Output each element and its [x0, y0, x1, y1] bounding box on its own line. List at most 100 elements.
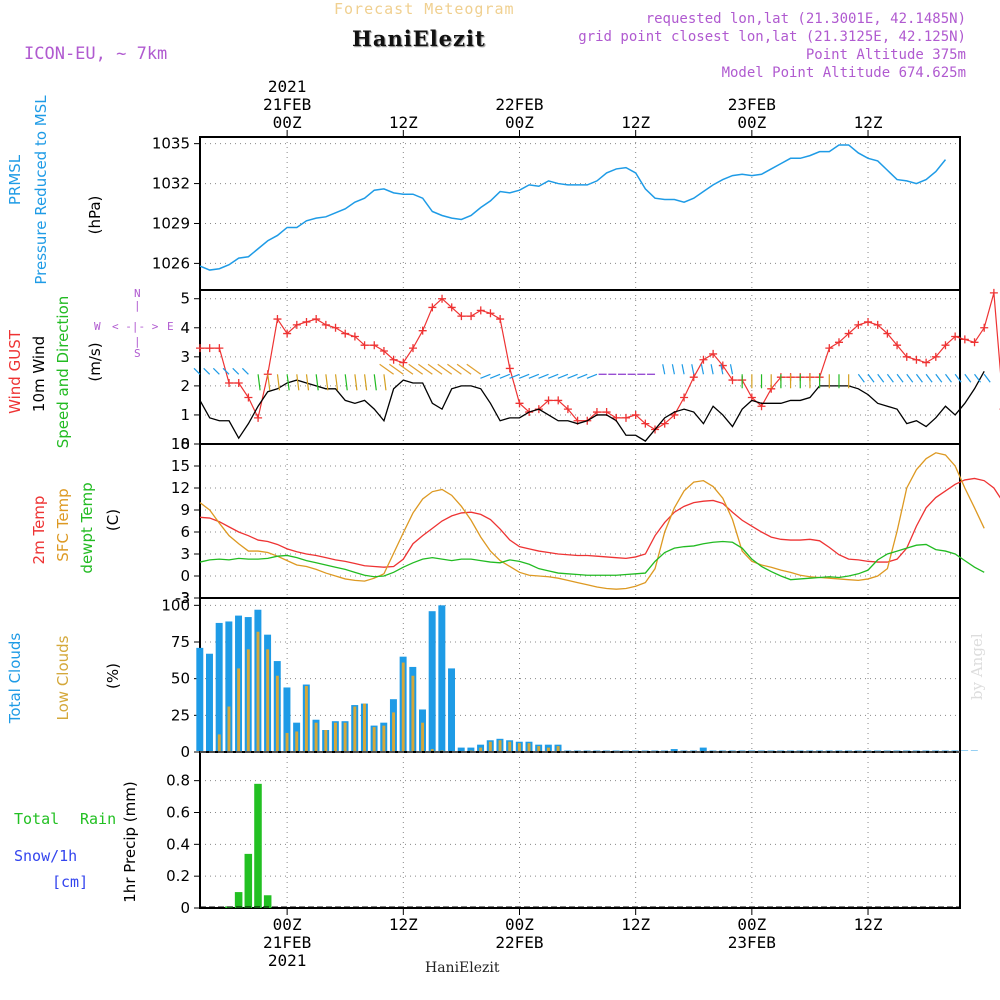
- wind-direction-arrow: [681, 364, 685, 375]
- wind-direction-arrow: [577, 373, 588, 379]
- total-rain-legend-word1: Total: [14, 810, 59, 828]
- wind-direction-arrow: [276, 374, 281, 391]
- gust-marker: [505, 364, 514, 373]
- snow-unit-legend: [cm]: [52, 873, 88, 891]
- gust-marker: [379, 347, 388, 356]
- y-tick-label: 1026: [152, 254, 190, 272]
- wind-direction-arrow: [408, 363, 424, 375]
- date-label-top: 23FEB: [728, 95, 776, 114]
- gust-marker: [554, 396, 563, 405]
- gust-marker: [680, 393, 689, 402]
- wind-direction-arrow: [203, 367, 211, 375]
- time-label-bottom: 12Z: [389, 915, 418, 934]
- time-label-top: 12Z: [389, 113, 418, 132]
- low-cloud-bar: [498, 740, 502, 751]
- wind-direction-arrow: [257, 374, 261, 391]
- gust-marker: [563, 405, 572, 414]
- wind-direction-arrow: [857, 373, 865, 383]
- y-tick-label: 100: [161, 596, 190, 614]
- gust-marker: [370, 341, 379, 350]
- gust-marker: [689, 373, 698, 382]
- wind-direction-arrow: [480, 373, 491, 379]
- wind-direction-arrow: [354, 374, 358, 391]
- wind-ylabel: (m/s): [86, 342, 104, 381]
- wind-direction-arrow: [662, 364, 666, 375]
- wind-direction-arrow: [456, 363, 472, 375]
- panel-frame: [199, 751, 961, 909]
- y-tick-label: -3: [175, 589, 190, 607]
- date-label-bottom: 22FEB: [495, 933, 543, 952]
- y-tick-label: 0: [180, 899, 190, 917]
- low-cloud-bar: [556, 746, 560, 751]
- total-cloud-bar: [215, 622, 223, 751]
- time-label-bottom: 12Z: [621, 915, 650, 934]
- low-cloud-bar: [372, 727, 376, 751]
- gust-marker: [709, 349, 718, 358]
- gust-marker: [486, 309, 495, 318]
- station-title: HaniElezit: [352, 26, 486, 51]
- gust-marker: [215, 344, 224, 353]
- year-label-top: 2021: [268, 77, 307, 96]
- pressure-line: [199, 144, 947, 271]
- gust-marker: [196, 344, 204, 353]
- gust-marker: [273, 315, 282, 324]
- wind-direction-arrow: [383, 374, 387, 391]
- y-tick-label: 3: [180, 348, 190, 366]
- wind-direction-arrow: [447, 363, 462, 375]
- gust-marker: [254, 413, 263, 422]
- total-cloud-bar: [428, 611, 436, 751]
- snow-legend: Snow/1h: [14, 847, 77, 865]
- compass-arrow: < -|- >: [112, 320, 159, 333]
- gust-marker: [515, 399, 524, 408]
- time-label-bottom: 00Z: [273, 915, 302, 934]
- y-tick-label: 12: [171, 479, 190, 497]
- wind-direction-arrow: [567, 373, 578, 379]
- gust-marker: [834, 338, 843, 347]
- wind-direction-arrow: [437, 363, 453, 375]
- gust-marker: [980, 323, 989, 332]
- low-cloud-bar: [527, 743, 531, 751]
- y-tick-label: 18: [171, 435, 190, 453]
- wind-direction-arrow: [379, 363, 394, 375]
- gust-marker: [922, 358, 931, 367]
- date-label-bottom: 23FEB: [728, 933, 776, 952]
- gust-marker: [660, 419, 669, 428]
- rain-bar: [263, 895, 272, 908]
- wind-direction-arrow: [267, 374, 271, 391]
- wind-direction-arrow: [373, 374, 377, 391]
- y-tick-label: 3: [180, 545, 190, 563]
- low-cloud-bar: [333, 722, 337, 751]
- gust-marker: [331, 323, 340, 332]
- total-rain-legend-word2: Rain: [80, 810, 116, 828]
- low-cloud-bar: [411, 675, 415, 751]
- pressure-legend-2: Pressure Reduced to MSL: [32, 95, 50, 285]
- wind-direction-arrow: [547, 373, 559, 379]
- panel-frame: [199, 136, 961, 291]
- gust-marker: [951, 332, 960, 341]
- wind-direction-arrow: [286, 374, 290, 391]
- wind-direction-arrow: [671, 364, 675, 375]
- gust-marker: [718, 361, 727, 370]
- total-cloud-bar: [283, 687, 291, 751]
- date-label-top: 22FEB: [495, 95, 543, 114]
- y-tick-label: 0.4: [166, 835, 190, 853]
- low-cloud-bar: [343, 722, 347, 751]
- sfc-legend: SFC Temp: [54, 488, 72, 561]
- wind-direction-arrow: [427, 363, 443, 375]
- point-altitude: Point Altitude 375m: [805, 47, 966, 63]
- gust-marker: [447, 303, 456, 312]
- gust-marker: [912, 355, 921, 364]
- low-cloud-bar: [537, 746, 541, 751]
- gust-marker: [641, 419, 650, 428]
- low-cloud-bar: [421, 722, 425, 751]
- low-cloud-bar: [266, 649, 270, 751]
- gridpoint-coords: grid point closest lon,lat (21.3125E, 42…: [578, 29, 966, 45]
- compass-vbar-bottom: |: [134, 335, 141, 348]
- wind-direction-arrow: [710, 364, 714, 375]
- gust-marker: [234, 378, 243, 387]
- gust-marker: [960, 335, 969, 344]
- gust-marker: [360, 341, 369, 350]
- dewpt-line: [199, 540, 985, 581]
- gust-marker: [902, 352, 911, 361]
- dewpt-legend: dewpt Temp: [78, 482, 96, 573]
